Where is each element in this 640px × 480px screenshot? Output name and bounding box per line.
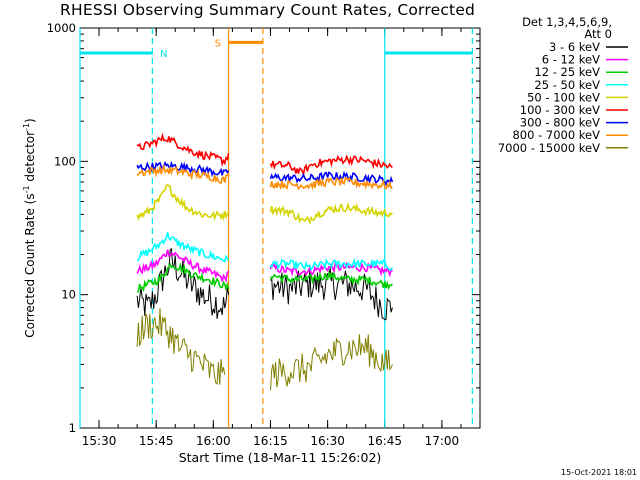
y-axis-label-part: Corrected Count Rate (s [23,193,37,337]
chart-title: RHESSI Observing Summary Count Rates, Co… [60,1,476,19]
y-axis-label-part: detector [23,131,37,186]
y-axis-label: Corrected Count Rate (s-1 detector-1) [22,118,37,337]
x-tick-label: 16:00 [196,434,231,448]
legend-entry-label: 300 - 800 keV [520,116,600,130]
y-tick-label: 10 [61,288,76,302]
series-line [269,176,393,191]
x-tick-label: 17:00 [425,434,460,448]
legend-header: Det 1,3,4,5,6,9, [522,15,612,29]
series-line [136,308,226,385]
x-tick-label: 15:45 [139,434,174,448]
series-line [269,201,394,225]
flag-label: N [160,49,167,60]
legend-entry-label: 7000 - 15000 keV [498,141,600,155]
series-line [136,160,230,178]
legend-entry-label: 12 - 25 keV [534,65,600,79]
x-tick-label: 16:30 [310,434,345,448]
x-axis-label: Start Time (18-Mar-11 15:26:02) [179,450,382,465]
x-tick-label: 16:15 [253,434,288,448]
series-line [136,183,230,222]
generated-timestamp: 15-Oct-2021 18:01 [561,468,637,477]
legend-entry-label: 800 - 7000 keV [512,128,600,142]
x-tick-label: 16:45 [367,434,402,448]
series-line [269,257,394,271]
legend-header: Att 0 [584,27,612,41]
y-axis-label-exponent: -1 [22,185,31,193]
legend-entry-label: 6 - 12 keV [542,53,600,67]
y-tick-label: 1000 [47,21,76,35]
x-tick-label: 15:30 [82,434,117,448]
series-line [136,249,230,284]
y-axis-label-exponent: -1 [22,123,31,131]
legend-entry-label: 25 - 50 keV [534,78,600,92]
series-line [136,164,229,184]
series-line [136,262,230,293]
y-tick-label: 1 [69,421,76,435]
series-line [269,170,394,187]
series-line [136,232,230,263]
legend-entry-label: 50 - 100 keV [527,90,600,104]
series-line [269,154,393,178]
flag-label: S [215,38,221,49]
legend-entry-label: 3 - 6 keV [549,40,600,54]
series-line [270,334,393,391]
legend-entry-label: 100 - 300 keV [520,103,600,117]
series-line [136,132,230,167]
y-axis-label-part: ) [23,118,37,123]
plot-frame [79,27,481,429]
series-line [269,270,393,291]
y-tick-label: 100 [54,154,76,168]
